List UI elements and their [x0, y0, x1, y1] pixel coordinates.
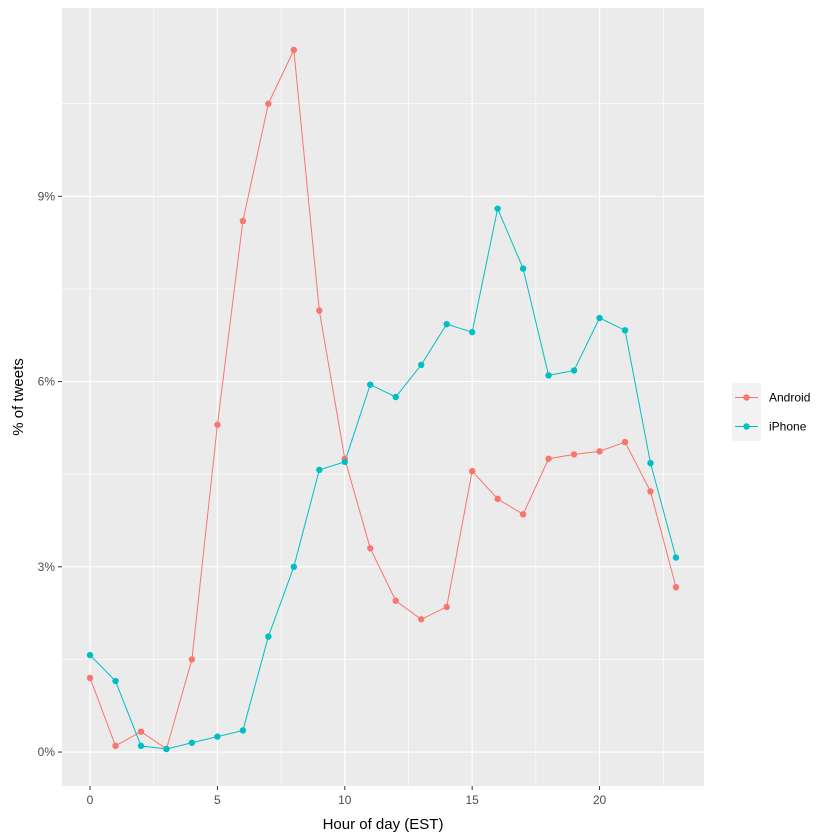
series-layer	[86, 46, 680, 753]
data-point-android	[494, 495, 501, 503]
data-point-iphone	[468, 328, 476, 336]
data-point-iphone	[290, 563, 298, 571]
x-tick-label: 20	[593, 793, 607, 807]
data-point-iphone	[341, 458, 348, 466]
data-point-android	[188, 656, 196, 663]
data-point-android	[621, 438, 629, 446]
data-point-iphone	[672, 554, 680, 561]
data-point-android	[647, 488, 654, 495]
data-point-android	[392, 597, 399, 604]
data-point-iphone	[519, 265, 527, 272]
data-point-iphone	[596, 314, 603, 322]
data-point-iphone	[494, 205, 501, 212]
minor-gridlines	[62, 8, 704, 786]
y-axis-title: % of tweets	[10, 358, 27, 436]
data-point-iphone	[570, 367, 578, 374]
y-tick-label: 3%	[38, 560, 56, 574]
data-point-iphone	[214, 733, 221, 740]
data-point-iphone	[418, 361, 425, 369]
data-point-iphone	[392, 393, 399, 401]
data-point-iphone	[137, 742, 145, 750]
data-point-iphone	[112, 677, 119, 685]
data-point-android	[468, 467, 476, 475]
data-point-iphone	[86, 651, 94, 659]
data-point-iphone	[188, 739, 196, 746]
legend-point-android	[743, 394, 750, 401]
y-tick-label: 9%	[38, 189, 56, 203]
data-point-android	[265, 100, 272, 107]
data-point-iphone	[239, 727, 247, 734]
y-axis: 0% 3% 6% 9%	[38, 189, 62, 759]
data-point-iphone	[443, 320, 450, 328]
data-point-iphone	[163, 745, 170, 753]
data-point-android	[367, 545, 374, 552]
data-point-android	[290, 46, 298, 54]
plot-panel	[62, 8, 704, 786]
data-point-android	[570, 451, 578, 458]
data-point-android	[596, 448, 603, 455]
data-point-iphone	[621, 327, 629, 334]
data-point-android	[519, 511, 527, 518]
x-tick-label: 15	[465, 793, 479, 807]
data-point-android	[316, 307, 323, 314]
legend-label-iphone: iPhone	[769, 420, 807, 434]
data-point-android	[137, 728, 145, 735]
data-point-iphone	[265, 633, 272, 640]
data-point-android	[239, 217, 247, 225]
y-tick-label: 0%	[38, 745, 56, 759]
x-axis: 0 5 10 15 20	[87, 786, 607, 807]
data-point-android	[214, 421, 221, 428]
legend: Android iPhone	[732, 383, 810, 441]
series-line-android	[89, 48, 677, 750]
data-point-android	[418, 616, 425, 623]
data-point-android	[443, 603, 450, 611]
data-point-iphone	[367, 381, 374, 388]
data-point-iphone	[545, 372, 552, 379]
data-point-android	[112, 742, 119, 750]
y-tick-label: 6%	[38, 375, 56, 389]
data-point-android	[545, 455, 552, 462]
legend-label-android: Android	[769, 391, 810, 405]
data-point-android	[672, 583, 680, 591]
series-line-iphone	[89, 207, 677, 750]
data-point-iphone	[647, 459, 654, 467]
x-axis-title: Hour of day (EST)	[323, 816, 444, 833]
legend-point-iphone	[743, 423, 750, 430]
x-tick-label: 5	[214, 793, 221, 807]
data-point-android	[86, 674, 94, 682]
x-tick-label: 10	[338, 793, 352, 807]
data-point-iphone	[316, 466, 323, 474]
x-tick-label: 0	[87, 793, 94, 807]
